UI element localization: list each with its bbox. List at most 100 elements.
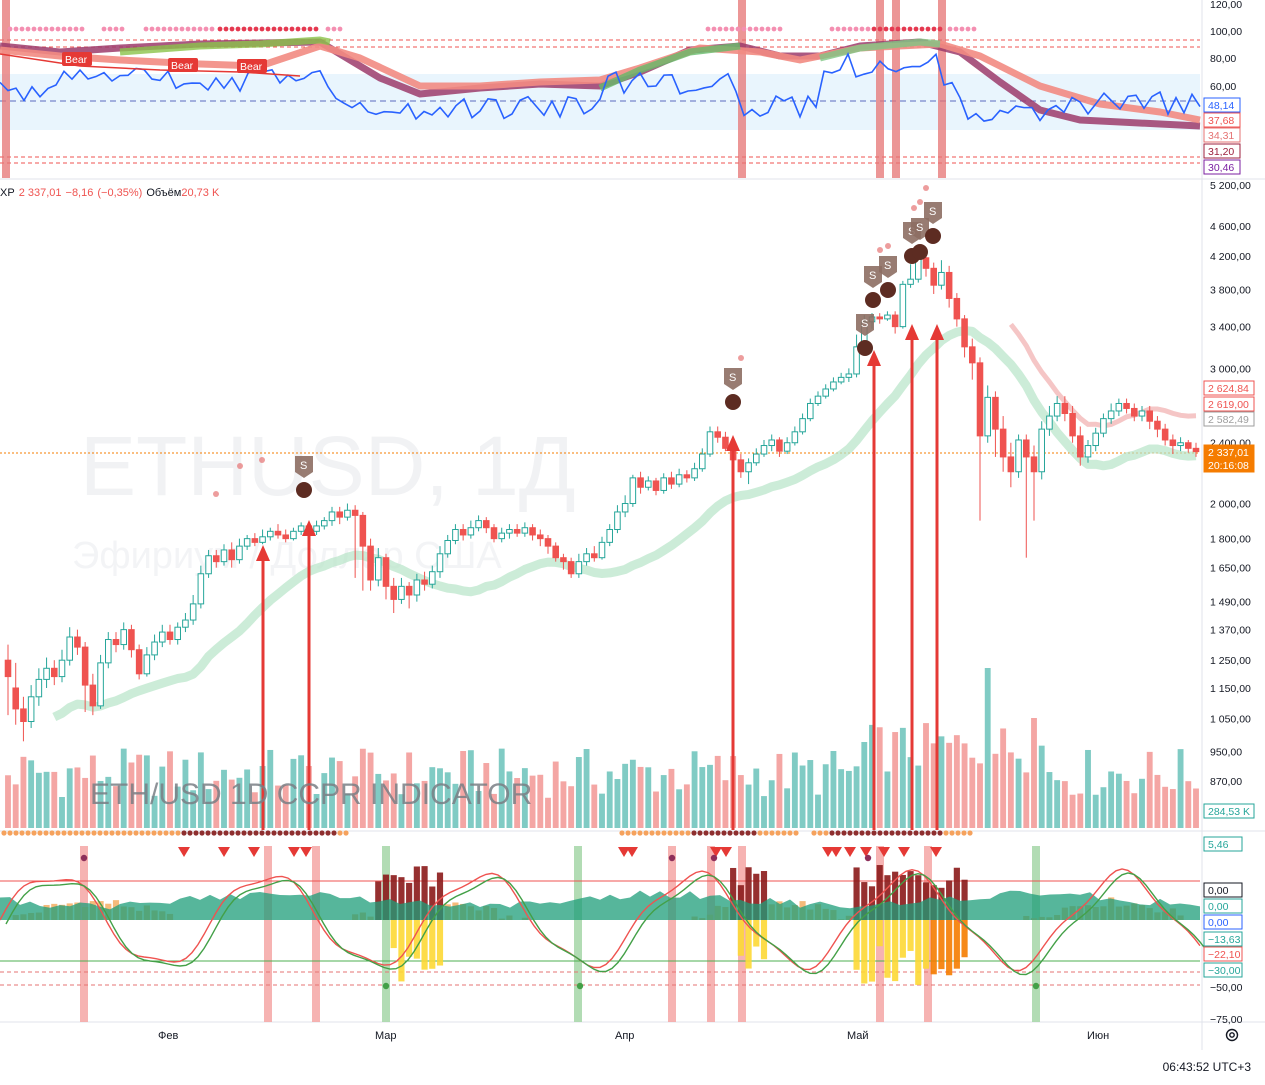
top-axis-tick: 100,00 — [1210, 26, 1242, 38]
clock-readout[interactable]: 06:43:52 UTC+3 — [1163, 1060, 1251, 1074]
candle-body — [715, 432, 721, 437]
candle-body — [630, 478, 636, 504]
volume-bar — [5, 775, 11, 828]
top-signal-dot — [74, 27, 79, 32]
volume-bar — [784, 788, 790, 828]
sell-blob — [912, 244, 928, 260]
volume-bar — [614, 779, 620, 828]
top-signal-dot — [302, 27, 307, 32]
time-axis-month: Фев — [158, 1030, 178, 1042]
bottom-signal-bar — [574, 846, 582, 1022]
candle-body — [44, 668, 50, 679]
bottom-price-tag: 0,00 — [1208, 901, 1229, 913]
bottom-signal-dot — [73, 830, 78, 835]
top-signal-dot — [760, 27, 765, 32]
volume-bar — [51, 772, 57, 828]
volume-bar — [722, 780, 728, 828]
sell-marker-label: S — [929, 206, 936, 218]
bottom-signal-dot — [91, 830, 96, 835]
bottom-price-tag: 0,00 — [1208, 885, 1229, 897]
top-signal-bar — [938, 0, 946, 178]
bottom-signal-dot — [775, 830, 780, 835]
wave-line-green — [6, 873, 1206, 975]
volume-bar — [946, 743, 952, 828]
candle-body — [530, 528, 536, 535]
ma-band — [54, 331, 1196, 718]
down-triangle-marker — [830, 847, 842, 857]
top-signal-dot — [712, 27, 717, 32]
candle-body — [106, 640, 112, 663]
histogram-bar-negative — [892, 920, 898, 981]
candle-body — [553, 546, 559, 558]
bottom-signal-dot — [751, 830, 756, 835]
bottom-signal-dot — [301, 830, 306, 835]
bottom-signal-dot — [889, 830, 894, 835]
histogram-bar-negative — [398, 920, 404, 981]
volume-bar — [823, 764, 829, 828]
candle-body — [1139, 411, 1145, 416]
volume-bar — [815, 795, 821, 828]
bottom-signal-dot — [853, 830, 858, 835]
candle-body — [692, 469, 698, 478]
bottom-signal-dot — [295, 830, 300, 835]
candle-body — [406, 586, 412, 595]
candle-body — [160, 632, 166, 642]
candle-body — [892, 315, 898, 327]
top-signal-dot — [156, 27, 161, 32]
candle-body — [252, 539, 258, 543]
top-signal-dot — [38, 27, 43, 32]
top-signal-dot — [102, 27, 107, 32]
candle-body — [946, 272, 952, 298]
candle-body — [1008, 457, 1014, 472]
bottom-signal-bar — [382, 846, 390, 1022]
candle-body — [214, 556, 220, 562]
candle-body — [584, 554, 590, 562]
volume-bar — [1154, 775, 1160, 828]
main-axis-tick: 1 250,00 — [1210, 655, 1251, 667]
volume-bar — [645, 767, 651, 828]
volume-bar — [776, 754, 782, 828]
bottom-signal-dot — [325, 830, 330, 835]
top-signal-dot — [902, 27, 907, 32]
candle-body — [430, 572, 436, 585]
candle-body — [260, 537, 266, 543]
down-triangle-marker — [300, 847, 312, 857]
candle-body — [831, 382, 837, 389]
bottom-signal-dot — [307, 830, 312, 835]
volume-bar — [1193, 789, 1199, 828]
volume-bar — [576, 757, 582, 828]
bottom-signal-dot — [217, 830, 222, 835]
main-axis-tick: 950,00 — [1210, 747, 1242, 759]
bottom-signal-dot — [277, 830, 282, 835]
volume-bar — [82, 778, 88, 828]
main-price-tag: 20:16:08 — [1208, 460, 1249, 472]
bottom-green-dot — [577, 983, 583, 989]
volume-bar — [884, 771, 890, 828]
volume-bar — [545, 798, 551, 828]
candle-body — [761, 446, 767, 455]
candle-body — [923, 258, 929, 269]
volume-bar — [1062, 781, 1068, 828]
histogram-bar-negative — [421, 920, 427, 970]
bottom-signal-dot — [97, 830, 102, 835]
bottom-signal-dot — [961, 830, 966, 835]
bottom-signal-dot — [667, 830, 672, 835]
candle-body — [129, 630, 135, 650]
candle-body — [962, 319, 968, 347]
bottom-signal-dot — [127, 830, 132, 835]
bottom-green-dot — [383, 983, 389, 989]
sell-blob — [296, 482, 312, 498]
volume-bar — [1016, 759, 1022, 828]
top-signal-dot — [854, 27, 859, 32]
bottom-signal-dot — [793, 830, 798, 835]
time-axis-month: Май — [847, 1030, 869, 1042]
gear-icon[interactable] — [1224, 1027, 1240, 1043]
candle-body — [1108, 411, 1114, 419]
bottom-signal-dot — [847, 830, 852, 835]
top-signal-dot — [236, 27, 241, 32]
sell-blob — [880, 282, 896, 298]
watermark-ticker: ETHUSD, 1Д — [80, 419, 576, 513]
down-triangle-marker — [288, 847, 300, 857]
top-signal-dot — [966, 27, 971, 32]
